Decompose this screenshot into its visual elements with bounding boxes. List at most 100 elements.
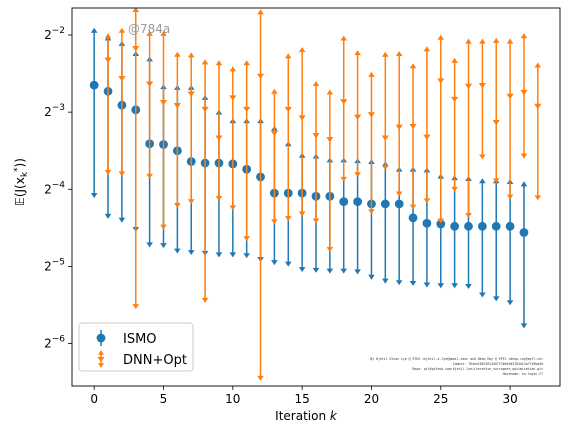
axes-border [71, 7, 561, 387]
errorbar-upper-cap [187, 52, 195, 58]
errorbar-lower-cap [187, 199, 195, 205]
x-tick-label-20: 20 [364, 392, 379, 406]
watermark: @784a [128, 22, 170, 36]
data-point [477, 221, 487, 231]
legend-dnn-upper-cap [98, 350, 104, 355]
errorbar-upper-cap [409, 63, 417, 69]
plot-area [89, 7, 542, 381]
data-point [353, 114, 362, 121]
errorbar-lower-cap [368, 274, 375, 280]
errorbar-lower-cap [271, 260, 278, 266]
data-point [256, 73, 265, 80]
errorbar-lower-cap [201, 297, 209, 303]
data-point [340, 99, 348, 105]
data-point [395, 124, 403, 131]
errorbar-upper-cap [298, 47, 306, 53]
errorbar-upper-cap [382, 51, 389, 57]
credit-line-4: Hostname: eu-login-27 [503, 372, 543, 376]
errorbar-upper-cap [243, 60, 250, 66]
data-point [520, 89, 528, 96]
x-axis-label: Iteration k [275, 409, 338, 423]
legend-ismo-point [96, 333, 106, 343]
errorbar-lower-cap [243, 236, 250, 242]
errorbar-upper-cap [395, 51, 403, 56]
credit-line-1: By Kjetil Olsen Lye @ ETHZ <kjetil.o.lye… [370, 357, 543, 361]
errorbar-lower-cap [534, 195, 542, 201]
errorbar-lower-cap [298, 211, 306, 217]
errorbar-upper-cap [284, 53, 292, 59]
data-point [450, 221, 460, 231]
data-point [312, 133, 320, 139]
data-point [270, 130, 279, 137]
data-point [146, 81, 154, 87]
errorbar-upper-cap [354, 50, 361, 56]
errorbar-upper-cap [423, 46, 431, 52]
errorbar-lower-cap [465, 284, 472, 289]
errorbar-lower-cap [174, 248, 181, 254]
data-point [478, 82, 486, 89]
data-point [534, 103, 542, 110]
errorbar-lower-cap [368, 209, 375, 215]
errorbar-upper-cap [534, 62, 542, 68]
data-point [89, 80, 99, 90]
errorbar-lower-cap [90, 193, 98, 198]
data-point [423, 134, 431, 141]
errorbar-lower-cap [146, 173, 153, 179]
data-point [339, 197, 349, 207]
errorbar-lower-cap [465, 213, 472, 219]
data-point [436, 219, 446, 229]
data-point [394, 199, 404, 209]
errorbar-lower-cap [395, 280, 403, 286]
data-point [187, 91, 195, 97]
errorbar-lower-cap [146, 242, 153, 248]
errorbar-lower-cap [243, 253, 250, 259]
errorbar-lower-cap [479, 154, 486, 160]
errorbar-lower-cap [520, 153, 528, 159]
errorbar-lower-cap [104, 169, 112, 175]
errorbar-upper-cap [506, 38, 514, 44]
errorbar-lower-cap [451, 186, 458, 192]
errorbar-lower-cap [298, 267, 306, 273]
errorbar-lower-cap [506, 300, 514, 306]
errorbar-lower-cap [312, 218, 320, 224]
errorbar-upper-cap [146, 30, 153, 36]
x-tick-label-15: 15 [294, 392, 309, 406]
data-point [506, 93, 514, 100]
errorbar-lower-cap [354, 172, 361, 178]
errorbar-lower-cap [520, 323, 528, 329]
errorbar-lower-cap [215, 252, 223, 258]
errorbar-upper-cap [437, 34, 445, 40]
data-point [491, 221, 501, 231]
errorbar-upper-cap [229, 66, 237, 72]
errorbar-upper-cap [132, 7, 140, 12]
legend: ISMO DNN+Opt [78, 322, 194, 372]
errorbar-lower-cap [326, 268, 334, 274]
errorbar-lower-cap [492, 178, 500, 184]
errorbar-upper-cap [257, 9, 264, 15]
legend-dnn-lower-cap [98, 363, 104, 368]
legend-dnn-marker [97, 350, 105, 368]
legend-dnn-point [97, 356, 105, 363]
x-tick-label-5: 5 [160, 392, 168, 406]
errorbar-lower-cap [160, 224, 167, 230]
errorbar-lower-cap [271, 219, 278, 225]
errorbar-lower-cap [104, 213, 112, 219]
errorbar-upper-cap [479, 178, 486, 184]
errorbar-lower-cap [229, 205, 237, 211]
x-tick-label-25: 25 [433, 392, 448, 406]
errorbar-upper-cap [492, 37, 500, 43]
errorbar-upper-cap [326, 89, 334, 95]
axes-frame [71, 7, 561, 387]
errorbar-lower-cap [187, 250, 195, 256]
data-point [451, 96, 459, 103]
errorbar-lower-cap [257, 375, 264, 381]
errorbar-lower-cap [423, 282, 431, 288]
data-point [408, 213, 418, 223]
errorbar-lower-cap [437, 283, 445, 289]
errorbar-upper-cap [118, 27, 126, 33]
data-point [437, 78, 445, 84]
errorbar-lower-cap [340, 176, 348, 182]
errorbar-lower-cap [174, 203, 181, 208]
data-point [243, 106, 251, 113]
